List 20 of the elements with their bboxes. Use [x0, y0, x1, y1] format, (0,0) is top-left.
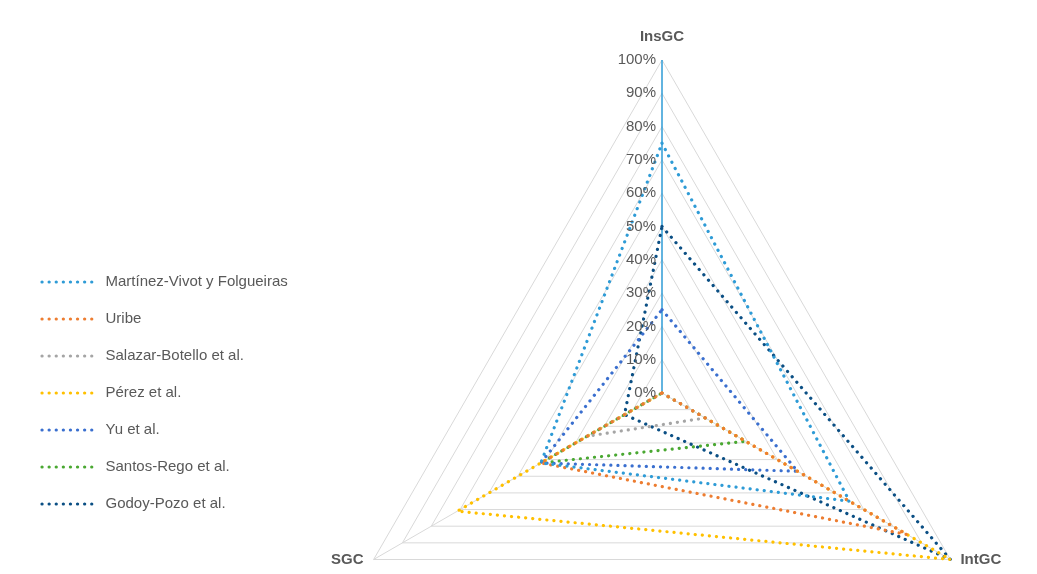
y-tick-label: 60%: [625, 183, 656, 201]
legend-label: Godoy-Pozo et al.: [105, 494, 226, 512]
spoke-label: InsGC: [639, 26, 685, 44]
y-tick-label: 90%: [625, 83, 656, 101]
legend-label: Santos-Rego et al.: [105, 457, 230, 475]
y-tick-label: 100%: [617, 50, 656, 68]
legend-label: Yu et al.: [105, 420, 160, 438]
legend-label: Pérez et al.: [105, 383, 182, 401]
y-tick-label: 40%: [625, 249, 656, 267]
y-tick-label: 50%: [625, 216, 656, 234]
y-tick-label: 30%: [625, 283, 656, 301]
y-tick-label: 70%: [625, 150, 656, 168]
y-tick-label: 80%: [625, 116, 656, 134]
legend-label: Salazar-Botello et al.: [105, 346, 244, 364]
legend-label: Uribe: [105, 309, 142, 327]
y-tick-label: 0%: [634, 383, 656, 401]
y-tick-label: 10%: [625, 349, 656, 367]
spoke-label: IntGC: [960, 549, 1002, 567]
spoke-label: SGC: [331, 549, 364, 567]
legend-label: Martínez-Vivot y Folgueiras: [105, 272, 288, 290]
